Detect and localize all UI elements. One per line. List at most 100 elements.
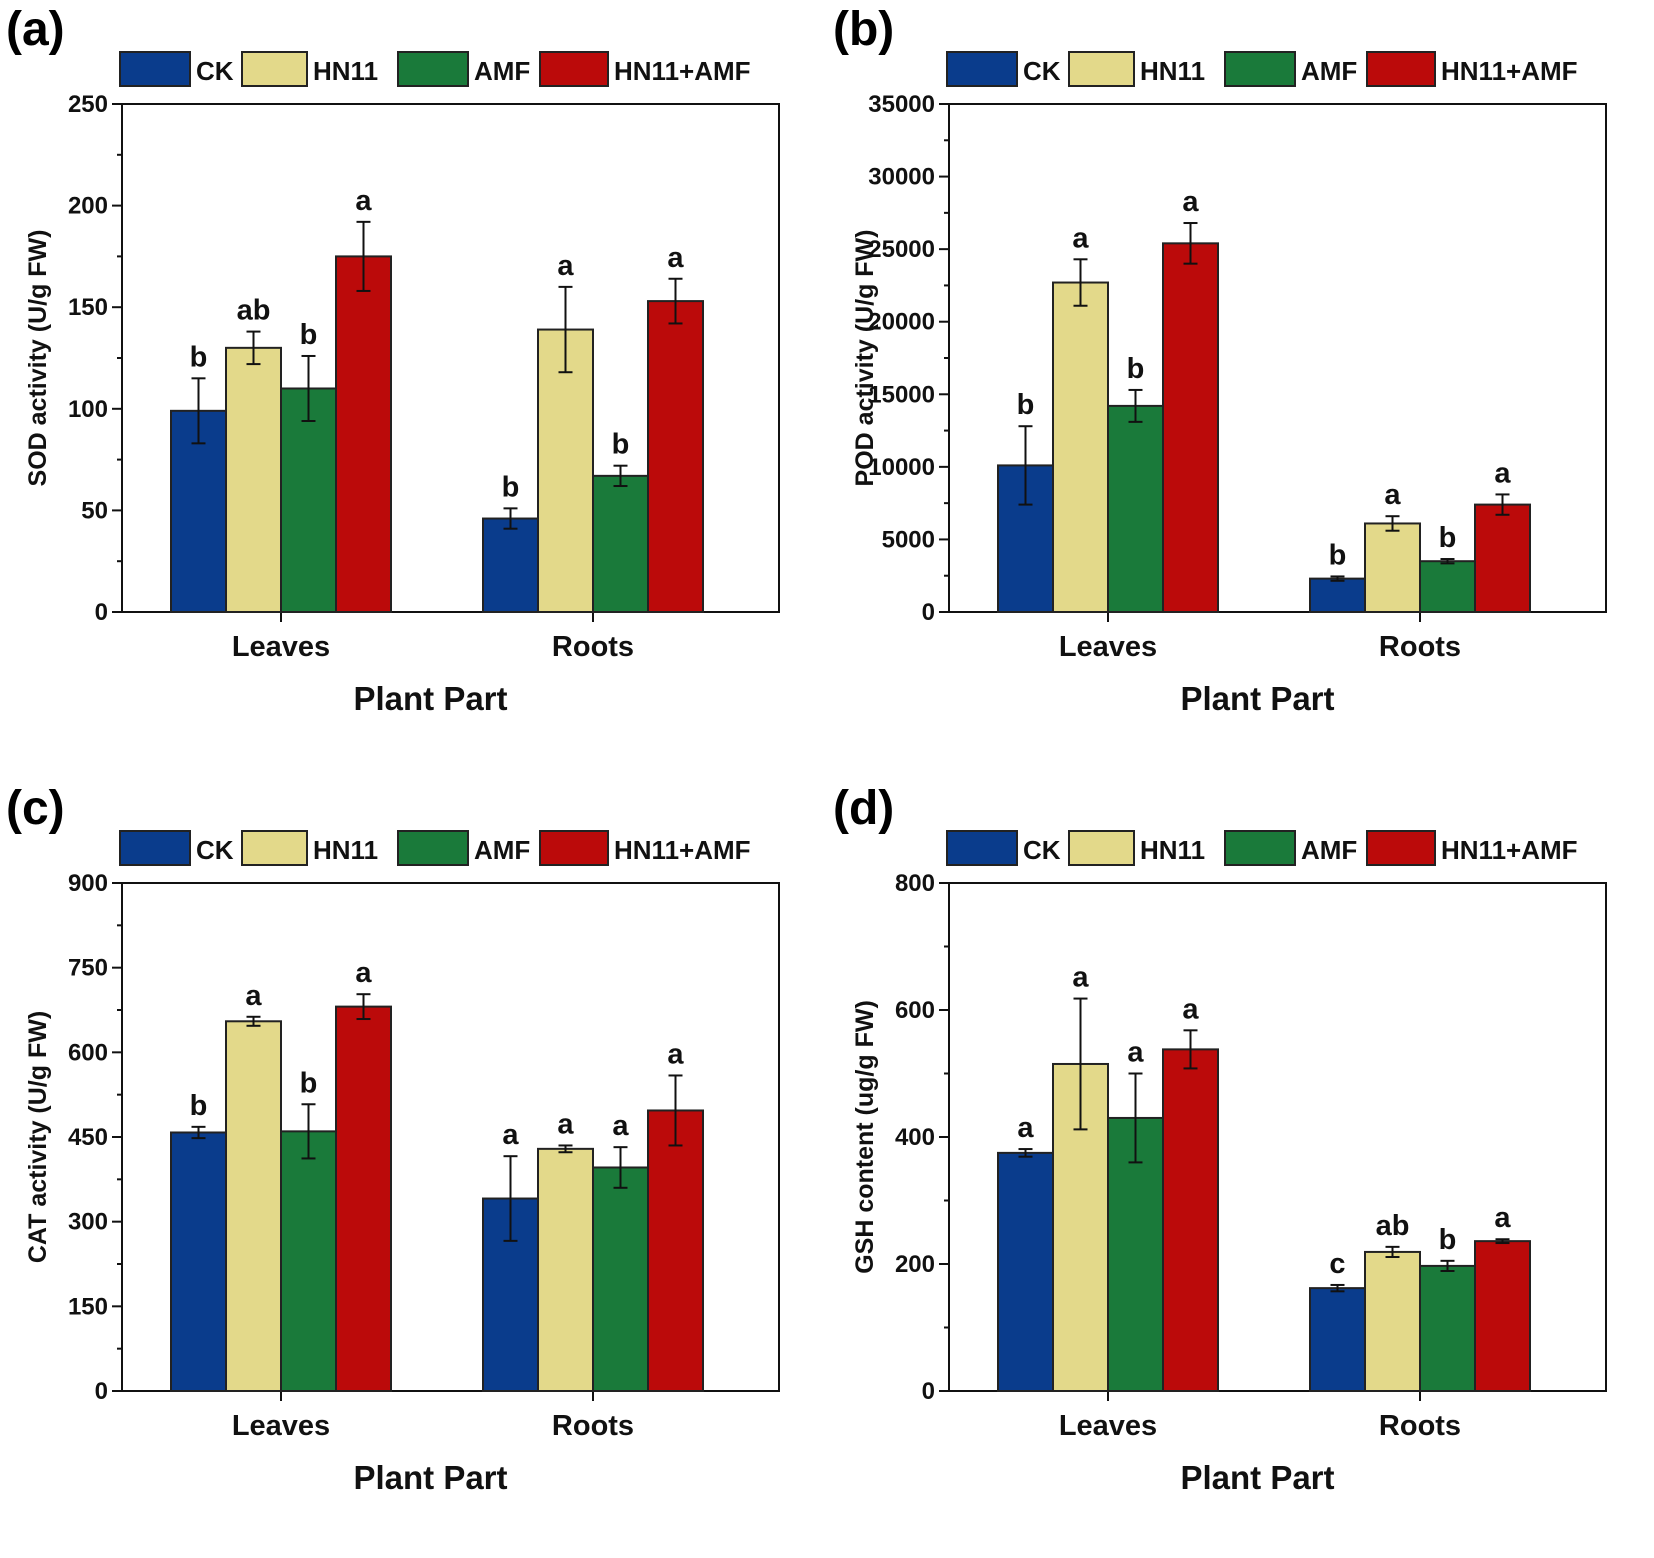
legend-swatch-amf (1224, 51, 1296, 87)
bar-hn11-leaves (225, 346, 282, 613)
y-tick-label: 150 (68, 294, 108, 321)
bar-ck-roots (1309, 1287, 1366, 1393)
bar-hn11-leaves (225, 1020, 282, 1393)
x-tick-label: Leaves (1059, 1410, 1157, 1442)
significance-label: a (1072, 962, 1089, 994)
y-tick-label: 800 (895, 870, 935, 897)
bar-hn11-amf-leaves (335, 1005, 392, 1392)
bar-amf-roots (1419, 1264, 1476, 1392)
significance-label: a (1072, 222, 1089, 254)
significance-label: b (1329, 539, 1347, 571)
significance-label: b (190, 1090, 208, 1122)
significance-label: b (502, 471, 520, 503)
y-tick-label: 35000 (868, 91, 935, 118)
x-axis-title: Plant Part (1180, 1459, 1334, 1496)
y-axis-title: SOD activity (U/g FW) (24, 230, 52, 487)
panel-label: (a) (6, 3, 65, 56)
y-tick-label: 0 (95, 599, 108, 626)
x-tick-label: Leaves (1059, 631, 1157, 663)
significance-label: a (1017, 1112, 1034, 1144)
bar-ck-roots (482, 517, 539, 614)
y-tick-label: 400 (895, 1124, 935, 1151)
y-tick-label: 30000 (868, 164, 935, 191)
y-tick-label: 750 (68, 955, 108, 982)
legend-label: HN11 (313, 56, 378, 86)
significance-label: b (1127, 353, 1145, 385)
y-tick-label: 0 (922, 1378, 935, 1405)
significance-label: a (1182, 186, 1199, 218)
x-tick-label: Roots (1379, 1410, 1461, 1442)
legend-label: CK (1023, 56, 1061, 86)
significance-label: a (667, 242, 684, 274)
y-tick-label: 5000 (882, 526, 935, 553)
legend-label: HN11+AMF (614, 835, 751, 865)
x-tick-label: Roots (552, 1410, 634, 1442)
legend-swatch-ck (946, 830, 1018, 866)
bar-amf-roots (592, 474, 649, 613)
significance-label: b (190, 341, 208, 373)
bar-hn11-amf-leaves (1162, 242, 1219, 614)
bar-hn11-amf-roots (1474, 503, 1531, 614)
legend-label: CK (1023, 835, 1061, 865)
x-axis-title: Plant Part (1180, 680, 1334, 717)
y-tick-label: 20000 (868, 309, 935, 336)
legend-label: HN11+AMF (1441, 56, 1578, 86)
bar-amf-roots (592, 1166, 649, 1393)
panel-label: (b) (833, 3, 895, 56)
chart-panel-c: (c) CK HN11 AMF HN11+AMF 0 150 300 450 600 750 900… (0, 779, 827, 1558)
y-tick-label: 200 (895, 1251, 935, 1278)
legend-swatch-hn11 (241, 830, 308, 866)
legend-swatch-hn11 (1068, 830, 1135, 866)
bar-amf-leaves (280, 1130, 337, 1392)
bar-hn11-amf-roots (647, 1109, 704, 1392)
legend-label: HN11 (1140, 835, 1205, 865)
significance-label: b (1439, 1224, 1457, 1256)
significance-label: b (300, 1067, 318, 1099)
legend-swatch-hn11-amf (539, 830, 609, 866)
significance-label: a (1182, 993, 1199, 1025)
legend-label: CK (196, 835, 234, 865)
bar-hn11-leaves (1052, 281, 1109, 613)
x-tick-label: Leaves (232, 631, 330, 663)
y-axis-title: POD activity (U/g FW) (851, 230, 879, 487)
x-axis-title: Plant Part (353, 680, 507, 717)
bar-hn11-amf-leaves (335, 255, 392, 613)
legend-swatch-amf (397, 51, 469, 87)
y-tick-label: 50 (81, 497, 108, 524)
bar-hn11-roots (537, 1147, 594, 1392)
x-axis-title: Plant Part (353, 1459, 507, 1496)
y-tick-label: 300 (68, 1209, 108, 1236)
significance-label: a (245, 980, 262, 1012)
bar-hn11-amf-roots (647, 300, 704, 613)
legend-label: AMF (474, 835, 530, 865)
legend-label: HN11+AMF (1441, 835, 1578, 865)
bar-ck-leaves (997, 1151, 1054, 1392)
y-tick-label: 25000 (868, 236, 935, 263)
legend-swatch-amf (397, 830, 469, 866)
bar-hn11-amf-leaves (1162, 1048, 1219, 1392)
significance-label: a (667, 1038, 684, 1070)
y-tick-label: 600 (68, 1039, 108, 1066)
legend-swatch-hn11-amf (1366, 830, 1436, 866)
y-tick-label: 600 (895, 997, 935, 1024)
bar-ck-leaves (170, 1131, 227, 1392)
bar-hn11-roots (537, 328, 594, 613)
significance-label: b (612, 429, 630, 461)
chart-svg: CK HN11 AMF HN11+AMF 0 200 400 600 800 Leaves a a a a… (851, 830, 1607, 1496)
significance-label: a (355, 185, 372, 217)
significance-label: a (355, 957, 372, 989)
legend-swatch-amf (1224, 830, 1296, 866)
x-tick-label: Roots (1379, 631, 1461, 663)
legend-swatch-hn11 (1068, 51, 1135, 87)
y-tick-label: 450 (68, 1124, 108, 1151)
y-tick-label: 150 (68, 1293, 108, 1320)
legend-swatch-ck (119, 830, 191, 866)
significance-label: ab (1376, 1210, 1410, 1242)
significance-label: a (1384, 479, 1401, 511)
significance-label: a (612, 1110, 629, 1142)
chart-panel-b: (b) CK HN11 AMF HN11+AMF 0 5000 10000 15000 2000… (827, 0, 1654, 779)
legend-label: AMF (1301, 835, 1357, 865)
legend-swatch-ck (946, 51, 1018, 87)
significance-label: a (557, 1108, 574, 1140)
y-tick-label: 15000 (868, 381, 935, 408)
